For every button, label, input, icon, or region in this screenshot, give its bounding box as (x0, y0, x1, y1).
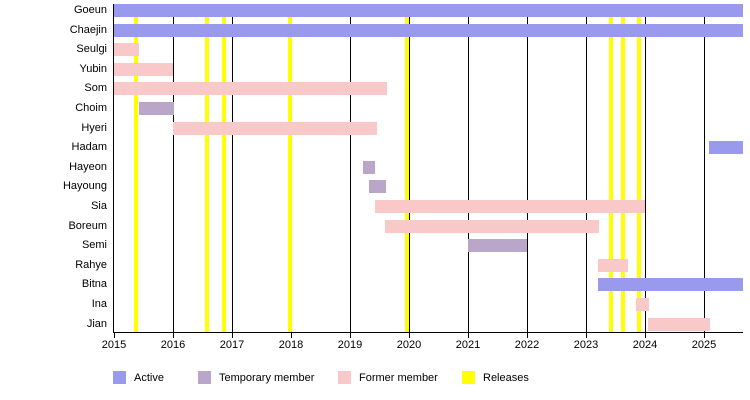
year-label-2016: 2016 (160, 339, 186, 351)
member-row-label-chaejin: Chaejin (69, 24, 107, 36)
member-row-label-boreum: Boreum (68, 220, 107, 232)
member-row-label-som: Som (84, 82, 107, 94)
member-row-label-hyeri: Hyeri (81, 122, 107, 134)
release-line-5 (609, 4, 613, 332)
x-axis-line (113, 332, 743, 333)
year-tick-2024 (645, 333, 646, 338)
year-tick-2017 (232, 333, 233, 338)
member-bar-bitna (598, 278, 743, 291)
plot-area (114, 4, 743, 332)
legend-swatch-former (338, 371, 351, 384)
member-row-label-jian: Jian (86, 318, 107, 330)
release-line-6 (621, 4, 625, 332)
gridline-2022 (527, 4, 528, 332)
year-tick-2021 (468, 333, 469, 338)
member-row-label-goeun: Goeun (73, 4, 107, 16)
member-row-label-ina: Ina (91, 298, 107, 310)
member-bar-hyeri (173, 122, 377, 135)
member-row-label-hayeon: Hayeon (69, 161, 107, 173)
year-label-2015: 2015 (101, 339, 127, 351)
year-label-2022: 2022 (514, 339, 540, 351)
gridline-2017 (232, 4, 233, 332)
gridline-2025 (704, 4, 705, 332)
legend-swatch-releases (462, 371, 475, 384)
legend-item-former: Former member (338, 371, 438, 384)
member-bar-jian (648, 318, 710, 331)
member-row-label-semi: Semi (81, 239, 107, 251)
member-row-label-rahye: Rahye (75, 259, 107, 271)
member-bar-sia (375, 200, 645, 213)
year-label-2018: 2018 (278, 339, 304, 351)
release-line-0 (134, 4, 138, 332)
member-row-label-sia: Sia (91, 200, 107, 212)
member-bar-hayeon (363, 161, 375, 174)
year-tick-2023 (586, 333, 587, 338)
year-tick-2016 (173, 333, 174, 338)
member-bar-yubin (114, 63, 173, 76)
member-bar-semi (468, 239, 527, 252)
legend: Active Temporary member Former member Relea… (0, 371, 750, 391)
legend-label-active: Active (134, 371, 164, 384)
legend-label-temporary: Temporary member (219, 371, 315, 384)
member-bar-ina (636, 298, 649, 311)
member-bar-som (114, 82, 387, 95)
year-label-2020: 2020 (396, 339, 422, 351)
member-bar-goeun (114, 4, 743, 17)
member-bar-hadam (709, 141, 743, 154)
member-row-label-hadam: Hadam (71, 141, 107, 153)
legend-item-temporary: Temporary member (198, 371, 314, 384)
gridline-2020 (409, 4, 410, 332)
year-tick-2018 (291, 333, 292, 338)
year-label-2024: 2024 (632, 339, 658, 351)
year-tick-2020 (409, 333, 410, 338)
release-line-1 (205, 4, 209, 332)
legend-swatch-temporary (198, 371, 211, 384)
legend-label-releases: Releases (483, 371, 529, 384)
member-bar-rahye (598, 259, 628, 272)
year-label-2017: 2017 (219, 339, 245, 351)
y-axis-line (113, 4, 114, 333)
legend-item-releases: Releases (462, 371, 529, 384)
member-bar-hayoung (369, 180, 386, 193)
year-tick-2025 (704, 333, 705, 338)
release-line-4 (405, 4, 409, 332)
legend-item-active: Active (113, 371, 164, 384)
gridline-2024 (645, 4, 646, 332)
member-bar-seulgi (114, 43, 139, 56)
member-row-label-choim: Choim (75, 102, 107, 114)
member-bar-boreum (385, 220, 599, 233)
member-row-label-hayoung: Hayoung (62, 180, 107, 192)
release-line-7 (637, 4, 641, 332)
year-label-2021: 2021 (455, 339, 481, 351)
member-row-label-yubin: Yubin (79, 63, 107, 75)
gridline-2016 (173, 4, 174, 332)
legend-swatch-active (113, 371, 126, 384)
year-label-2019: 2019 (337, 339, 363, 351)
gridline-2023 (586, 4, 587, 332)
gridline-2019 (350, 4, 351, 332)
year-label-2025: 2025 (691, 339, 717, 351)
release-line-3 (288, 4, 292, 332)
year-tick-2015 (114, 333, 115, 338)
member-row-label-bitna: Bitna (81, 278, 107, 290)
release-line-2 (222, 4, 226, 332)
member-bar-choim (139, 102, 174, 115)
year-tick-2019 (350, 333, 351, 338)
year-tick-2022 (527, 333, 528, 338)
gridline-2021 (468, 4, 469, 332)
legend-label-former: Former member (359, 371, 438, 384)
member-row-label-seulgi: Seulgi (76, 43, 107, 55)
year-label-2023: 2023 (573, 339, 599, 351)
member-bar-chaejin (114, 24, 743, 37)
